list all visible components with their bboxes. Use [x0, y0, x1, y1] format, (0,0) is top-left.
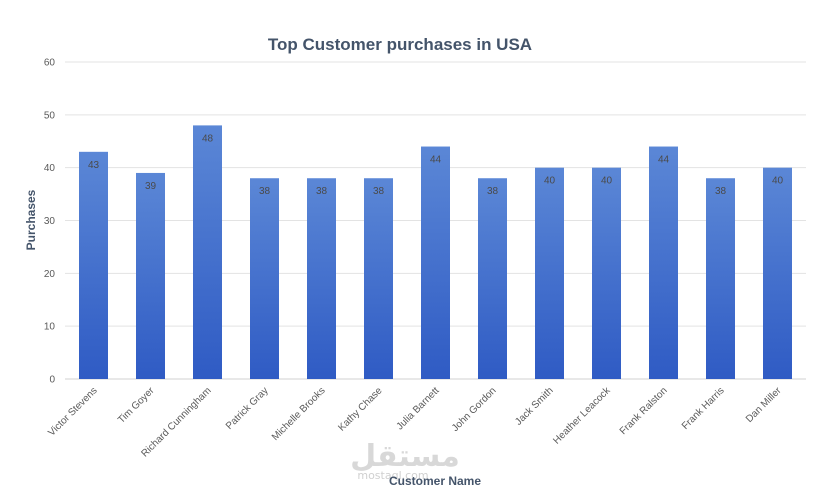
- bar-dan-miller: [763, 167, 792, 379]
- y-tick-label: 30: [44, 216, 56, 227]
- bar-jack-smith: [535, 167, 564, 379]
- x-tick-label: John Gordon: [450, 385, 499, 434]
- x-tick-label: Victor Stevens: [46, 385, 99, 438]
- bar-julia-barnett: [421, 146, 450, 379]
- x-tick-label: Frank Harris: [680, 385, 727, 432]
- chart-title: Top Customer purchases in USA: [268, 35, 532, 54]
- bar-heather-leacock: [592, 167, 621, 379]
- bar-victor-stevens: [79, 151, 108, 379]
- bar-tim-goyer: [136, 172, 165, 379]
- y-tick-label: 0: [49, 375, 55, 386]
- bar-kathy-chase: [364, 178, 393, 379]
- x-tick-label: Julia Barnett: [395, 385, 442, 432]
- y-tick-label: 10: [44, 322, 56, 333]
- data-label: 44: [430, 155, 442, 166]
- x-tick-label: Kathy Chase: [336, 385, 385, 434]
- x-tick-label: Michelle Brooks: [270, 385, 328, 443]
- data-label: 44: [658, 155, 670, 166]
- y-tick-label: 60: [44, 58, 56, 69]
- bar-frank-ralston: [649, 146, 678, 379]
- data-label: 48: [202, 133, 214, 144]
- x-tick-label: Heather Leacock: [551, 385, 613, 447]
- data-label: 38: [715, 186, 727, 197]
- bar-john-gordon: [478, 178, 507, 379]
- x-tick-label: Dan Miller: [744, 385, 784, 425]
- y-axis-ticks: 0 10 20 30 40 50 60: [44, 58, 56, 386]
- x-axis-title: Customer Name: [389, 474, 481, 488]
- x-tick-label: Patrick Gray: [224, 385, 271, 432]
- x-tick-label: Tim Goyer: [116, 385, 157, 426]
- data-label: 40: [601, 176, 613, 187]
- bar-richard-cunningham: [193, 125, 222, 380]
- y-axis-title: Purchases: [24, 189, 38, 250]
- data-label: 38: [373, 186, 385, 197]
- data-label: 38: [316, 186, 328, 197]
- data-label: 43: [88, 160, 100, 171]
- y-tick-label: 40: [44, 163, 56, 174]
- bars: [79, 125, 792, 380]
- bar-frank-harris: [706, 178, 735, 379]
- x-tick-label: Jack Smith: [513, 385, 555, 427]
- y-tick-label: 50: [44, 110, 56, 121]
- data-label: 39: [145, 181, 157, 192]
- data-labels: 43 39 48 38 38 38 44 38 40 40 44 38 40: [88, 133, 784, 197]
- data-label: 38: [259, 186, 271, 197]
- data-label: 40: [772, 176, 784, 187]
- watermark-arabic: مستقل: [350, 439, 460, 474]
- bar-michelle-brooks: [307, 178, 336, 379]
- watermark-latin: mostaql.com: [357, 469, 428, 482]
- watermark: مستقل mostaql.com: [350, 439, 460, 482]
- data-label: 40: [544, 176, 556, 187]
- bar-patrick-gray: [250, 178, 279, 379]
- data-label: 38: [487, 186, 499, 197]
- x-tick-label: Frank Ralston: [618, 385, 670, 437]
- y-tick-label: 20: [44, 269, 56, 280]
